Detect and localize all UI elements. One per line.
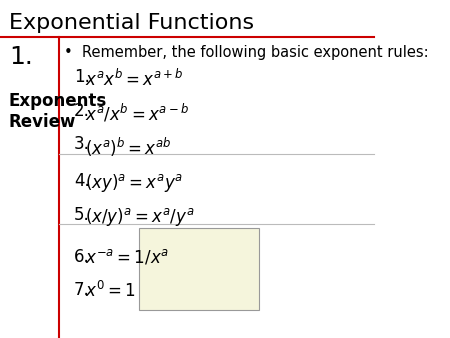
Text: $x^{-a} = 1/x^a$: $x^{-a} = 1/x^a$ <box>85 248 169 267</box>
Text: 3.: 3. <box>74 136 90 153</box>
Text: 7.: 7. <box>74 281 90 299</box>
Text: $(x/y)^a = x^a/y^a$: $(x/y)^a = x^a/y^a$ <box>85 206 195 228</box>
Text: $x^0 = 1$: $x^0 = 1$ <box>85 281 136 301</box>
Text: $(x^a)^b = x^{ab}$: $(x^a)^b = x^{ab}$ <box>85 136 171 159</box>
Text: $(xy)^a = x^a y^a$: $(xy)^a = x^a y^a$ <box>85 172 184 194</box>
Text: $x^a/x^b = x^{a-b}$: $x^a/x^b = x^{a-b}$ <box>85 102 189 124</box>
Text: 1.: 1. <box>9 45 33 69</box>
Text: 2.: 2. <box>74 102 90 120</box>
Text: Exponential Functions: Exponential Functions <box>9 13 254 33</box>
Text: 1.: 1. <box>74 68 90 87</box>
Text: •  Remember, the following basic exponent rules:: • Remember, the following basic exponent… <box>64 45 429 60</box>
Text: 6.: 6. <box>74 248 90 266</box>
Text: Exponents
Review: Exponents Review <box>9 92 107 131</box>
Text: 5.: 5. <box>74 206 90 224</box>
FancyBboxPatch shape <box>140 228 259 310</box>
Text: $x^a x^b = x^{a+b}$: $x^a x^b = x^{a+b}$ <box>85 68 184 90</box>
Text: 4.: 4. <box>74 172 90 190</box>
